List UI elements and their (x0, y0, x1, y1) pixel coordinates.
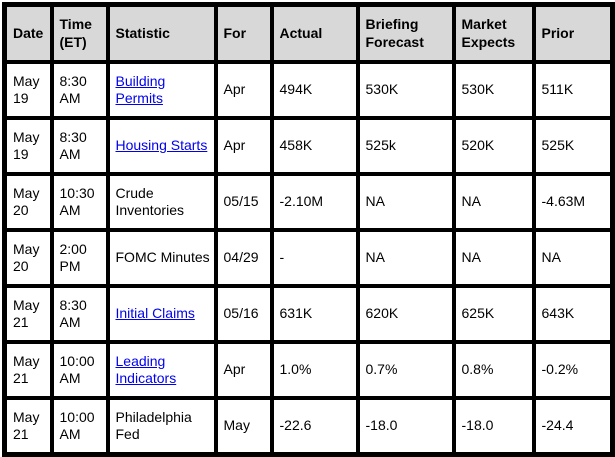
header-row: Date Time (ET) Statistic For Actual Brie… (2, 2, 615, 64)
cell-market-expects: NA (451, 172, 536, 232)
cell-prior: -4.63M (531, 172, 615, 232)
cell-briefing-forecast: 620K (355, 284, 456, 344)
statistic-link[interactable]: Building Permits (115, 72, 166, 107)
cell-prior: 643K (531, 284, 615, 344)
cell-time: 8:30 AM (49, 116, 110, 176)
cell-statistic: Building Permits (105, 60, 218, 120)
cell-actual: -2.10M (269, 172, 360, 232)
header-for: For (213, 2, 274, 64)
cell-date: May 21 (2, 340, 54, 400)
table-header: Date Time (ET) Statistic For Actual Brie… (2, 2, 615, 64)
cell-for: Apr (213, 116, 274, 176)
statistic-link[interactable]: Housing Starts (115, 137, 208, 154)
cell-time: 8:30 AM (49, 284, 110, 344)
cell-for: Apr (213, 340, 274, 400)
cell-actual: - (269, 228, 360, 288)
header-date: Date (2, 2, 54, 64)
cell-statistic: Initial Claims (105, 284, 218, 344)
cell-actual: 494K (269, 60, 360, 120)
table-row: May 21 8:30 AM Initial Claims 05/16 631K 620K… (2, 284, 615, 344)
table-row: May 20 2:00 PM FOMC Minutes 04/29- NA NA NA (2, 228, 615, 288)
table-row: May 19 8:30 AM Building Permits Apr 494K 530K… (2, 60, 615, 120)
cell-date: May 19 (2, 60, 54, 120)
cell-market-expects: 520K (451, 116, 536, 176)
cell-briefing-forecast: 0.7% (355, 340, 456, 400)
cell-for: 05/15 (213, 172, 274, 232)
cell-market-expects: 530K (451, 60, 536, 120)
cell-date: May 20 (2, 228, 54, 288)
cell-actual: 458K (269, 116, 360, 176)
cell-time: 10:00 AM (49, 396, 110, 457)
cell-briefing-forecast: -18.0 (355, 396, 456, 457)
header-prior: Prior (531, 2, 615, 64)
cell-for: 04/29 (213, 228, 274, 288)
cell-date: May 19 (2, 116, 54, 176)
cell-time: 8:30 AM (49, 60, 110, 120)
cell-briefing-forecast: NA (355, 172, 456, 232)
cell-actual: 1.0% (269, 340, 360, 400)
cell-market-expects: 0.8% (451, 340, 536, 400)
table-row: May 19 8:30 AM Housing Starts Apr 458K 525k 52… (2, 116, 615, 176)
cell-date: May 20 (2, 172, 54, 232)
header-briefing-forecast: Briefing Forecast (355, 2, 456, 64)
statistic-link[interactable]: Leading Indicators (115, 352, 177, 387)
header-actual: Actual (269, 2, 360, 64)
table-row: May 21 10:00 AM Philadelphia Fed May -22.6 -1… (2, 396, 615, 457)
cell-prior: -24.4 (531, 396, 615, 457)
cell-briefing-forecast: 530K (355, 60, 456, 120)
cell-time: 10:30 AM (49, 172, 110, 232)
cell-briefing-forecast: 525k (355, 116, 456, 176)
cell-statistic: Leading Indicators (105, 340, 218, 400)
cell-date: May 21 (2, 396, 54, 457)
cell-statistic: Housing Starts (105, 116, 218, 176)
cell-for: Apr (213, 60, 274, 120)
header-statistic: Statistic (105, 2, 218, 64)
table-row: May 20 10:30 AM Crude Inventories 05/15 -2.1… (2, 172, 615, 232)
cell-date: May 21 (2, 284, 54, 344)
cell-market-expects: NA (451, 228, 536, 288)
table-row: May 21 10:00 AM Leading Indicators Apr 1.0% 0… (2, 340, 615, 400)
cell-actual: 631K (269, 284, 360, 344)
cell-statistic: FOMC Minutes (105, 228, 218, 288)
cell-time: 10:00 AM (49, 340, 110, 400)
cell-prior: NA (531, 228, 615, 288)
header-time-et: Time (ET) (49, 2, 110, 64)
cell-time: 2:00 PM (49, 228, 110, 288)
cell-briefing-forecast: NA (355, 228, 456, 288)
cell-market-expects: -18.0 (451, 396, 536, 457)
table-body: May 19 8:30 AM Building Permits Apr 494K 530K… (2, 60, 615, 457)
cell-for: 05/16 (213, 284, 274, 344)
cell-statistic: Crude Inventories (105, 172, 218, 232)
header-market-expects: Market Expects (451, 2, 536, 64)
cell-statistic: Philadelphia Fed (105, 396, 218, 457)
cell-prior: 525K (531, 116, 615, 176)
cell-for: May (213, 396, 274, 457)
cell-actual: -22.6 (269, 396, 360, 457)
statistic-link[interactable]: Initial Claims (115, 305, 195, 322)
cell-prior: -0.2% (531, 340, 615, 400)
cell-market-expects: 625K (451, 284, 536, 344)
cell-prior: 511K (531, 60, 615, 120)
